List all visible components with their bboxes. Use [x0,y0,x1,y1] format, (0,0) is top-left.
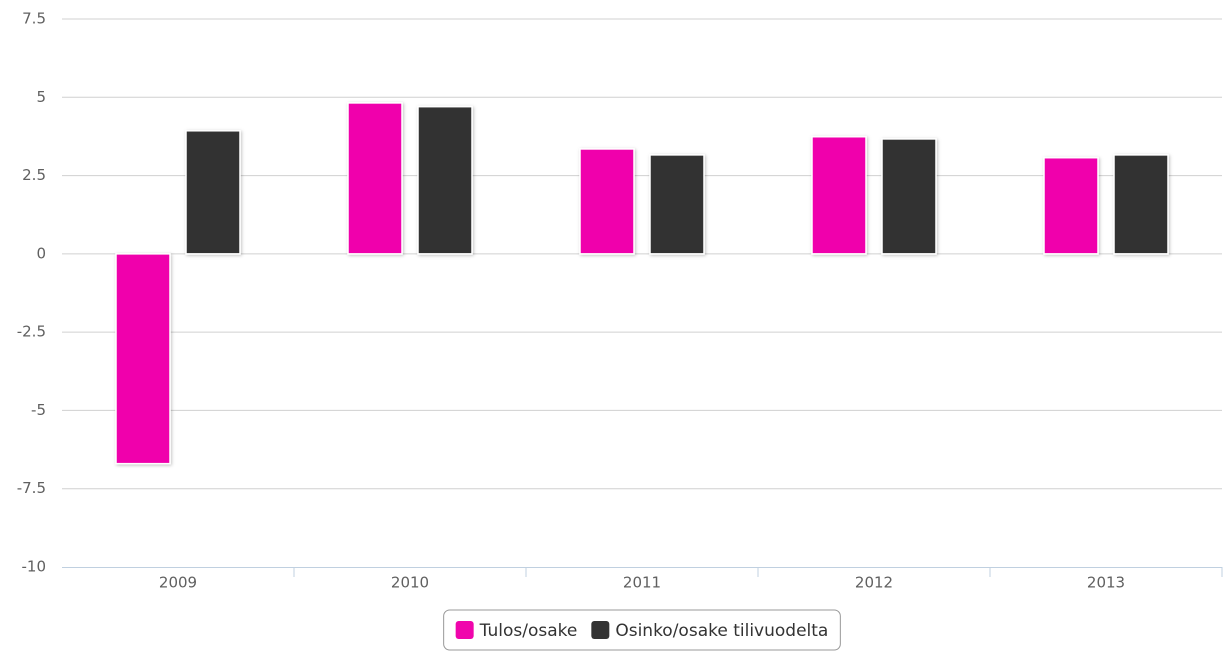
bar [347,102,403,255]
bar [115,253,171,465]
bar [811,135,867,255]
y-tick-label: -2.5 [17,323,46,341]
y-tick-label: 5 [36,88,46,106]
x-tick-label: 2009 [159,574,197,592]
legend-label: Tulos/osake [479,621,578,641]
bar [579,148,635,255]
y-tick-label: 2.5 [22,166,46,184]
y-tick-label: -5 [31,401,46,419]
y-tick-label: -7.5 [17,479,46,497]
bar [417,105,473,255]
legend-symbol [591,621,610,639]
y-tick-label: 7.5 [22,10,46,28]
bar [881,138,937,255]
x-tick-label: 2012 [855,574,893,592]
y-tick-label: 0 [36,244,46,262]
bar [1043,156,1099,255]
legend-box [443,609,841,651]
bar [1113,154,1169,255]
x-tick-label: 2010 [391,574,429,592]
legend-symbol [455,621,474,639]
bar [185,130,241,255]
y-tick-label: -10 [22,558,47,576]
x-tick-label: 2011 [623,574,661,592]
legend: Tulos/osake Osinko/osake tilivuodelta [443,609,841,651]
bar [649,154,705,255]
x-tick-label: 2013 [1087,574,1125,592]
legend-label: Osinko/osake tilivuodelta [615,621,828,641]
